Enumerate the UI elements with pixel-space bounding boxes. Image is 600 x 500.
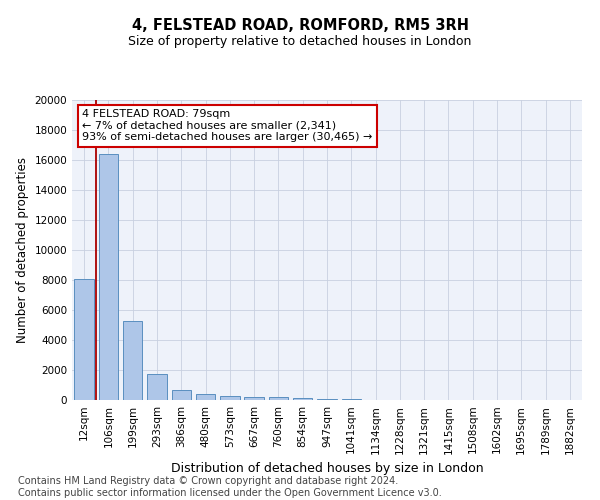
Bar (123, 320, 142, 400)
Bar (293, 398, 313, 400)
Bar (99, 154, 118, 400)
Text: 4 FELSTEAD ROAD: 79sqm
← 7% of detached houses are smaller (2,341)
93% of semi-d: 4 FELSTEAD ROAD: 79sqm ← 7% of detached … (82, 109, 373, 142)
Bar (220, 396, 239, 400)
Bar (74, 278, 94, 400)
Text: 4, FELSTEAD ROAD, ROMFORD, RM5 3RH: 4, FELSTEAD ROAD, ROMFORD, RM5 3RH (131, 18, 469, 32)
Bar (269, 397, 288, 400)
Bar (317, 399, 337, 400)
Text: Size of property relative to detached houses in London: Size of property relative to detached ho… (128, 35, 472, 48)
X-axis label: Distribution of detached houses by size in London: Distribution of detached houses by size … (170, 462, 484, 475)
Y-axis label: Number of detached properties: Number of detached properties (16, 157, 29, 343)
Bar (196, 394, 215, 400)
Bar (244, 396, 264, 400)
Text: Contains HM Land Registry data © Crown copyright and database right 2024.
Contai: Contains HM Land Registry data © Crown c… (18, 476, 442, 498)
Bar (172, 390, 191, 400)
Bar (147, 374, 167, 400)
